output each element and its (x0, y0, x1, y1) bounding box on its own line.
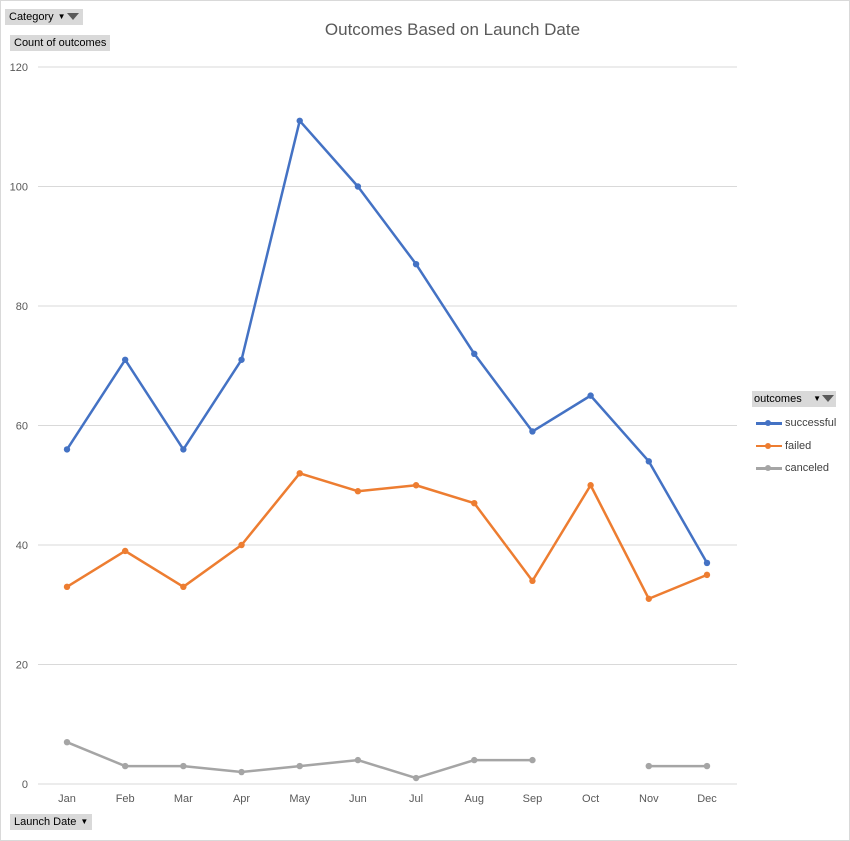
data-point-canceled-Jul[interactable] (412, 774, 420, 782)
data-point-canceled-May[interactable] (296, 762, 303, 770)
dropdown-arrow-icon: ▼ (80, 817, 89, 827)
x-tick-label: Dec (697, 793, 717, 805)
category-filter-label: Category (9, 11, 54, 23)
data-point-failed-Jul[interactable] (412, 482, 420, 489)
y-tick-label: 20 (16, 660, 28, 672)
data-point-successful-Aug[interactable] (471, 350, 478, 357)
series-line-failed (66, 472, 708, 601)
data-point-failed-Feb[interactable] (121, 547, 129, 555)
data-point-successful-Jun[interactable] (354, 183, 362, 190)
data-point-canceled-Aug[interactable] (471, 756, 478, 764)
legend-item-successful[interactable]: successful (754, 412, 836, 435)
legend: successful failed canceled (754, 412, 836, 480)
data-point-canceled-Mar[interactable] (180, 762, 187, 770)
chart-title: Outcomes Based on Launch Date (324, 20, 581, 39)
x-tick-label: Jun (349, 793, 367, 805)
dropdown-arrow-icon: ▼ (813, 394, 821, 404)
data-point-canceled-Apr[interactable] (238, 768, 245, 776)
data-point-failed-Dec[interactable] (703, 571, 711, 579)
data-point-successful-Nov[interactable] (645, 458, 652, 465)
data-point-successful-Sep[interactable] (529, 428, 536, 435)
x-tick-label: Mar (174, 793, 193, 805)
data-point-failed-Nov[interactable] (645, 595, 652, 602)
axis-field-label: Launch Date (14, 816, 77, 828)
data-point-canceled-Feb[interactable] (121, 762, 129, 770)
data-point-canceled-Jun[interactable] (354, 756, 362, 764)
legend-label-successful: successful (785, 417, 837, 430)
data-point-failed-Apr[interactable] (238, 541, 245, 549)
legend-label-failed: failed (785, 439, 812, 452)
y-tick-label: 40 (16, 540, 28, 552)
dropdown-arrow-icon: ▼ (57, 12, 66, 22)
y-tick-label: 120 (10, 62, 28, 74)
data-point-failed-Mar[interactable] (180, 583, 187, 591)
data-point-successful-Oct[interactable] (587, 392, 594, 399)
data-point-failed-May[interactable] (296, 470, 303, 477)
data-point-successful-Jan[interactable] (63, 446, 71, 453)
data-point-failed-Sep[interactable] (529, 577, 536, 585)
data-point-canceled-Jan[interactable] (63, 738, 71, 746)
legend-label-canceled: canceled (785, 462, 830, 475)
data-point-successful-Feb[interactable] (121, 356, 129, 363)
y-tick-label: 0 (22, 779, 28, 791)
value-field-button[interactable]: Count of outcomes (10, 35, 111, 51)
series-line-canceled (66, 741, 533, 780)
value-field-label: Count of outcomes (14, 37, 107, 49)
x-tick-label: Jul (409, 793, 423, 805)
x-tick-label: Nov (639, 793, 659, 805)
data-point-failed-Aug[interactable] (471, 499, 478, 507)
data-point-failed-Jan[interactable] (63, 583, 71, 591)
data-point-successful-Apr[interactable] (238, 356, 245, 363)
x-tick-label: May (289, 793, 310, 805)
legend-item-canceled[interactable]: canceled (754, 457, 836, 480)
data-point-successful-Jul[interactable] (412, 260, 420, 268)
x-tick-label: Oct (582, 793, 599, 805)
category-filter-button[interactable]: Category ▼ (5, 9, 83, 25)
y-tick-label: 80 (16, 301, 28, 313)
y-tick-label: 60 (16, 421, 28, 433)
legend-field-button[interactable]: outcomes ▼ (752, 391, 836, 407)
series-line-successful (65, 119, 709, 564)
filter-funnel-icon (822, 394, 834, 402)
legend-swatch-canceled (754, 463, 782, 473)
legend-swatch-failed (754, 441, 782, 451)
x-tick-label: Sep (523, 793, 543, 805)
data-point-failed-Jun[interactable] (354, 488, 362, 495)
y-tick-label: 100 (10, 182, 28, 194)
data-point-failed-Oct[interactable] (587, 482, 594, 489)
data-point-canceled-Sep[interactable] (529, 756, 536, 764)
legend-field-label: outcomes (754, 393, 802, 405)
x-tick-label: Jan (58, 793, 76, 805)
data-point-successful-Mar[interactable] (180, 446, 187, 453)
x-tick-label: Aug (464, 793, 484, 805)
data-point-successful-May[interactable] (296, 117, 303, 124)
axis-field-button[interactable]: Launch Date ▼ (10, 814, 93, 830)
legend-item-failed[interactable]: failed (754, 435, 836, 458)
data-point-canceled-Nov[interactable] (645, 762, 652, 770)
data-point-successful-Dec[interactable] (703, 559, 711, 567)
legend-swatch-successful (754, 418, 782, 428)
x-tick-label: Apr (233, 793, 250, 805)
x-tick-label: Feb (116, 793, 135, 805)
filter-funnel-icon (66, 12, 79, 20)
data-point-canceled-Dec[interactable] (703, 762, 711, 770)
